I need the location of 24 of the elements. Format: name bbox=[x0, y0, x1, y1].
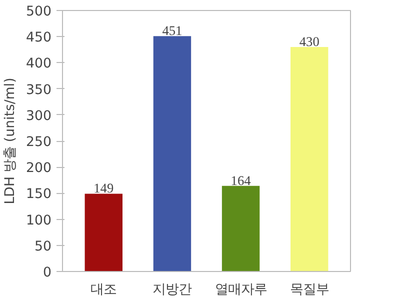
y-tick-label: 100 bbox=[26, 213, 52, 228]
y-tick-label: 150 bbox=[26, 187, 52, 202]
y-tick-label: 0 bbox=[43, 266, 52, 280]
bar bbox=[153, 36, 192, 272]
y-tick-label: 50 bbox=[34, 239, 52, 254]
y-tick-label: 450 bbox=[26, 30, 52, 46]
y-tick-label: 500 bbox=[26, 4, 52, 20]
y-tick-label: 200 bbox=[26, 161, 52, 176]
y-axis-title: LDH 방출 (units/ml) bbox=[3, 78, 18, 204]
y-tick-label: 300 bbox=[26, 108, 52, 124]
bar bbox=[84, 194, 122, 272]
bar bbox=[222, 186, 260, 272]
data-label: 451 bbox=[162, 23, 182, 38]
x-tick-label: 열매자루 bbox=[214, 282, 267, 298]
data-label: 430 bbox=[299, 34, 320, 50]
bar bbox=[290, 47, 328, 272]
y-tick-label: 350 bbox=[26, 82, 52, 98]
y-tick-label: 400 bbox=[26, 56, 52, 72]
data-label: 149 bbox=[94, 180, 114, 196]
data-label: 164 bbox=[230, 172, 252, 188]
x-tick-label: 대조 bbox=[90, 282, 117, 298]
y-tick-label: 250 bbox=[26, 135, 52, 150]
x-tick-label: 지방간 bbox=[152, 282, 192, 298]
x-tick-label: 목질부 bbox=[290, 282, 329, 298]
